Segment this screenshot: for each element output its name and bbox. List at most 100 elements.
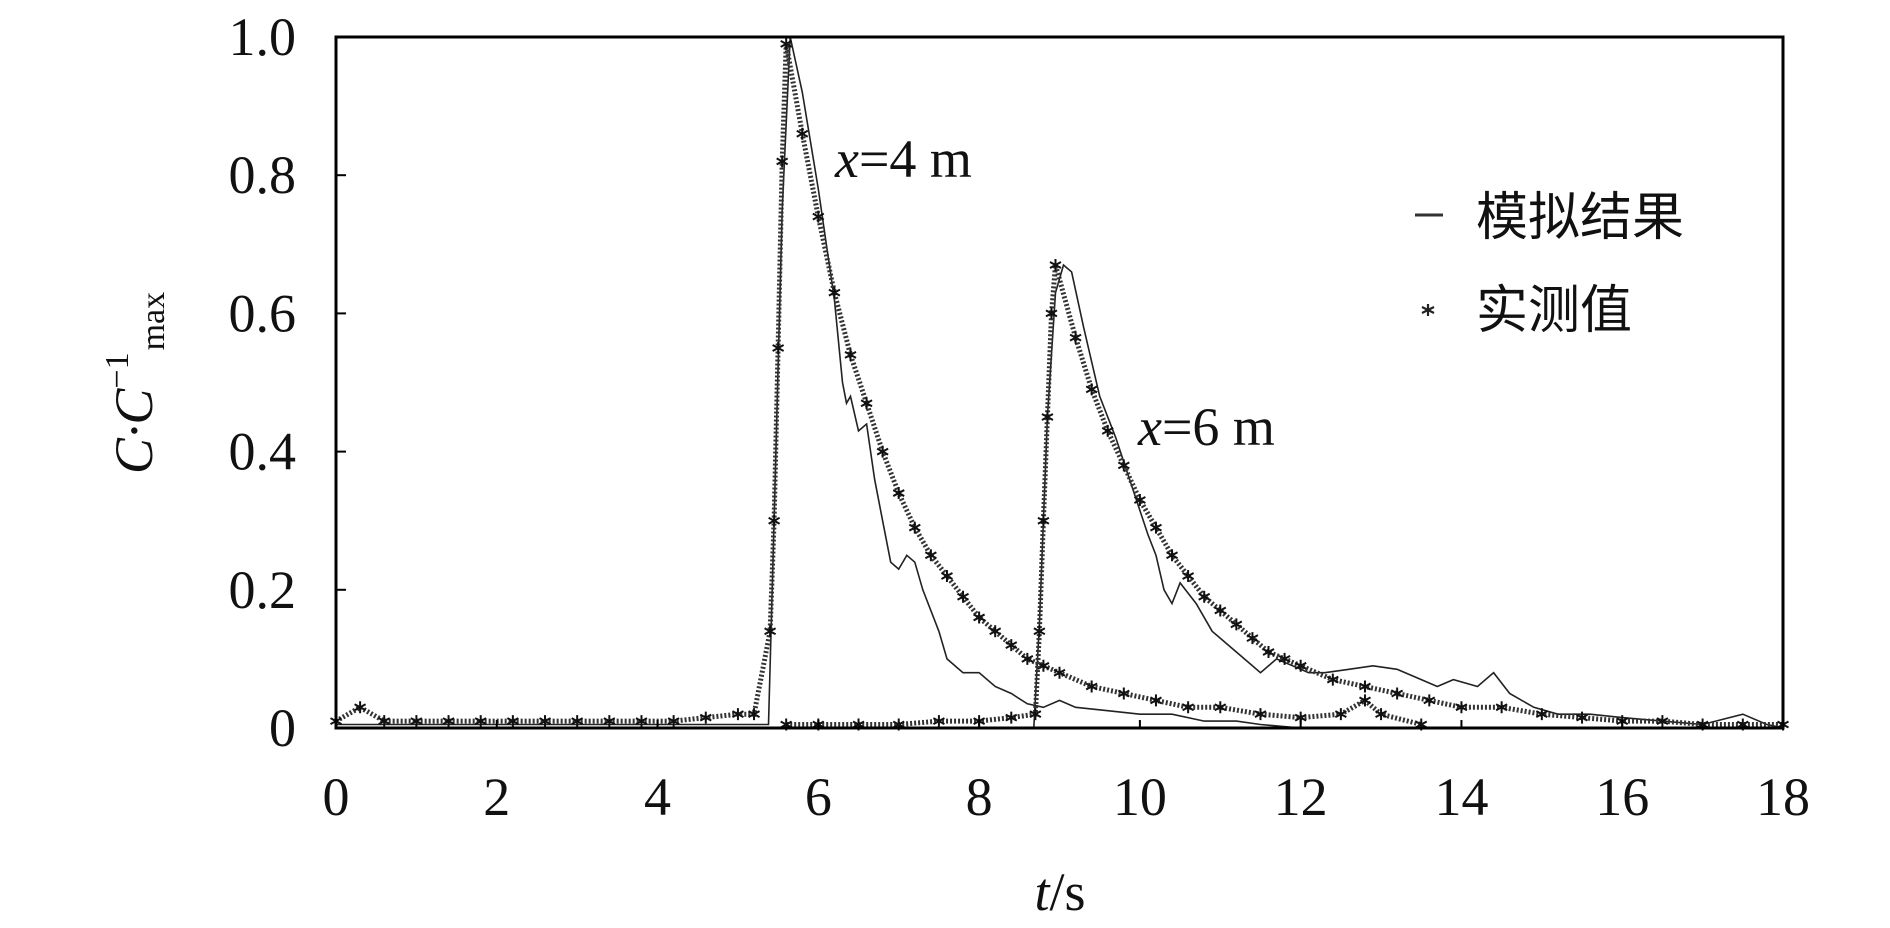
measured-point-x6m <box>1262 645 1275 658</box>
measured-point-x6m <box>1278 652 1291 665</box>
measured-point-x6m <box>1049 259 1062 272</box>
x-axis-label: t/s <box>1034 862 1085 922</box>
y-tick-label: 1.0 <box>229 7 297 67</box>
y-axis-label: C·C−1max <box>99 292 172 474</box>
legend-label-simulated: 模拟结果 <box>1476 188 1684 248</box>
measured-point-x6m <box>1041 411 1054 424</box>
measured-point-x6m <box>1230 618 1243 631</box>
x-tick-label: 16 <box>1595 767 1649 827</box>
measured-point-x4m <box>1085 680 1098 693</box>
measured-point-x4m <box>812 210 825 223</box>
measured-point-x4m <box>780 37 793 50</box>
measured-point-x4m <box>1375 708 1388 721</box>
measured-point-x6m <box>1033 625 1046 638</box>
measured-point-x4m <box>539 715 551 728</box>
measured-point-x4m <box>699 711 712 724</box>
measured-point-x4m <box>667 715 680 728</box>
measured-point-x4m <box>1182 701 1195 714</box>
measured-point-x6m <box>1149 521 1162 534</box>
measured-point-x6m <box>1005 711 1018 724</box>
measured-point-x4m <box>828 286 841 299</box>
measured-point-x4m <box>1053 666 1066 679</box>
measured-point-x6m <box>1182 569 1195 582</box>
legend-star-marker <box>1421 304 1435 316</box>
measured-point-x4m <box>506 715 519 728</box>
measured-point-x4m <box>768 514 781 527</box>
measured-point-x4m <box>876 445 889 458</box>
measured-point-x6m <box>1423 694 1436 707</box>
measured-point-x6m <box>1085 383 1098 396</box>
measured-point-x4m <box>731 708 744 721</box>
measured-point-x4m <box>603 715 616 728</box>
measured-point-x4m <box>776 155 789 168</box>
measured-point-x4m <box>1021 652 1034 665</box>
measured-point-x4m <box>571 715 584 728</box>
measured-point-x6m <box>1391 687 1404 700</box>
measured-point-x6m <box>1166 549 1179 562</box>
measured-point-x4m <box>354 701 367 714</box>
measured-point-x4m <box>764 625 777 638</box>
measured-point-x4m <box>1359 694 1371 707</box>
measured-point-x4m <box>772 341 785 354</box>
x-tick-label: 4 <box>644 767 671 827</box>
x-tick-label: 18 <box>1756 767 1810 827</box>
measured-point-x4m <box>892 487 905 500</box>
measured-point-x6m <box>1455 701 1468 714</box>
measured-point-x6m <box>1101 424 1114 437</box>
simulated-line-x4m <box>336 36 1783 729</box>
measured-point-x4m <box>748 708 761 721</box>
measured-point-x4m <box>957 590 970 603</box>
x-tick-label: 2 <box>483 767 510 827</box>
measured-point-x4m <box>442 715 455 728</box>
y-tick-label: 0.6 <box>229 283 297 343</box>
measured-point-x4m <box>860 397 873 410</box>
measured-point-x6m <box>1069 331 1082 344</box>
measured-point-x4m <box>1117 687 1130 700</box>
measured-point-x6m <box>1656 715 1669 728</box>
measured-trace-x4m <box>334 43 1422 727</box>
y-tick-label: 0.2 <box>229 560 297 620</box>
measured-point-x6m <box>1359 680 1371 693</box>
y-tick-label: 0.8 <box>229 145 297 205</box>
x-tick-label: 10 <box>1113 767 1167 827</box>
measured-point-x6m <box>1214 604 1227 617</box>
measured-trace-x6m <box>786 264 1783 727</box>
measured-point-x6m <box>1117 459 1130 472</box>
y-tick-label: 0 <box>269 698 296 758</box>
measured-point-x6m <box>932 715 945 728</box>
measured-point-x6m <box>1576 711 1589 724</box>
measured-point-x4m <box>940 569 953 582</box>
measured-point-x6m <box>1045 307 1058 320</box>
measured-point-x4m <box>1334 708 1347 721</box>
measured-point-x6m <box>1326 673 1339 686</box>
measured-point-x4m <box>1149 694 1162 707</box>
measured-point-x4m <box>474 715 487 728</box>
measured-point-x4m <box>378 715 391 728</box>
x-tick-label: 14 <box>1434 767 1488 827</box>
measured-point-x6m <box>1133 493 1146 506</box>
x-tick-label: 12 <box>1274 767 1328 827</box>
legend: 模拟结果 实测值 <box>1415 188 1684 341</box>
measured-point-x4m <box>844 348 857 361</box>
annotation-x6: x=6 m <box>1138 397 1275 457</box>
measured-point-x6m <box>1037 514 1050 527</box>
measured-point-x4m <box>1254 708 1267 721</box>
measured-point-x6m <box>1495 701 1508 714</box>
y-label-main: C·C <box>104 388 164 475</box>
measured-point-x6m <box>1294 659 1307 672</box>
measured-point-x6m <box>1535 708 1548 721</box>
y-label-sub: max <box>135 292 172 351</box>
annotation-x4: x=4 m <box>835 129 972 189</box>
simulated-line-x6m <box>1033 263 1784 729</box>
y-tick-label: 0.4 <box>229 422 297 482</box>
measured-point-x4m <box>908 521 921 534</box>
measured-point-x6m <box>1029 708 1042 721</box>
measured-point-x4m <box>635 715 648 728</box>
legend-label-measured: 实测值 <box>1476 281 1632 341</box>
x-tick-label: 0 <box>323 767 350 827</box>
measured-point-x4m <box>924 549 937 562</box>
plot-frame <box>334 35 1785 730</box>
x-tick-label: 8 <box>966 767 993 827</box>
y-label-sup: −1 <box>99 352 136 388</box>
